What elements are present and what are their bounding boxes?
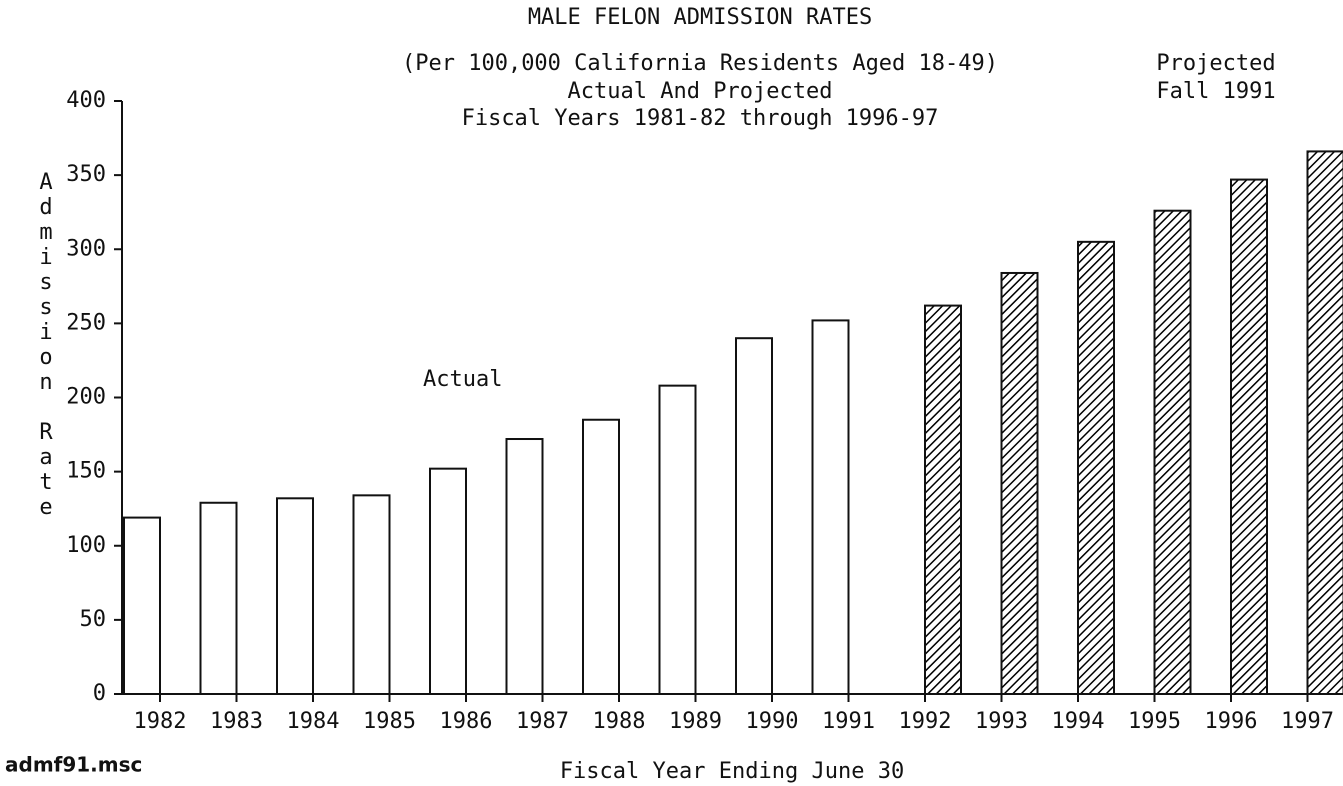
x-axis-label: Fiscal Year Ending June 30: [560, 759, 904, 784]
y-tick-label: 0: [93, 681, 106, 706]
x-tick-label: 1987: [516, 709, 569, 734]
x-tick-label: 1986: [440, 709, 493, 734]
bar: [735, 337, 773, 695]
x-tick-label: 1994: [1052, 709, 1105, 734]
bar: [582, 418, 620, 695]
bar: [811, 319, 850, 695]
bar: [276, 497, 314, 695]
y-tick-label: 100: [66, 533, 106, 558]
bar: [123, 516, 161, 696]
y-tick-label: 150: [66, 459, 106, 484]
bar: [1153, 209, 1192, 696]
y-tick-label: 400: [66, 88, 106, 113]
x-tick-label: 1992: [899, 709, 952, 734]
bar: [1000, 271, 1039, 695]
bar: [429, 467, 467, 695]
legend-label: Actual: [423, 367, 502, 392]
x-tick-label: 1990: [746, 709, 799, 734]
chart-subtitle: (Per 100,000 California Residents Aged 1…: [402, 51, 998, 76]
bar: [924, 304, 962, 695]
x-tick-label: 1995: [1128, 709, 1181, 734]
x-tick-label: 1985: [363, 709, 416, 734]
bar: [505, 438, 544, 696]
chart-subtitle: Actual And Projected: [568, 79, 833, 104]
x-tick-label: 1982: [134, 709, 187, 734]
x-tick-label: 1988: [593, 709, 646, 734]
y-tick-label: 50: [80, 607, 107, 632]
x-tick-label: 1983: [210, 709, 263, 734]
bar: [1306, 150, 1343, 695]
x-tick-label: 1993: [975, 709, 1028, 734]
y-tick-label: 200: [66, 385, 106, 410]
x-tick-label: 1989: [669, 709, 722, 734]
y-tick-label: 300: [66, 236, 106, 261]
x-tick-label: 1996: [1205, 709, 1258, 734]
annotation: Fall 1991: [1156, 79, 1275, 104]
chart-subtitle: Fiscal Years 1981-82 through 1996-97: [462, 106, 939, 131]
footer: admf91.msc: [5, 753, 142, 777]
x-tick-label: 1984: [287, 709, 340, 734]
y-tick-label: 350: [66, 162, 106, 187]
x-tick-label: 1997: [1281, 709, 1334, 734]
bar: [1230, 178, 1268, 695]
legend-label: Projected: [1156, 51, 1275, 76]
y-tick-label: 250: [66, 310, 106, 335]
chart-title: MALE FELON ADMISSION RATES: [528, 5, 872, 30]
x-tick-label: 1991: [822, 709, 875, 734]
bar: [1077, 240, 1115, 695]
bar: [352, 494, 391, 695]
y-axis-label: Admission Rate: [34, 170, 59, 520]
bar: [199, 501, 238, 695]
bar: [658, 384, 697, 695]
